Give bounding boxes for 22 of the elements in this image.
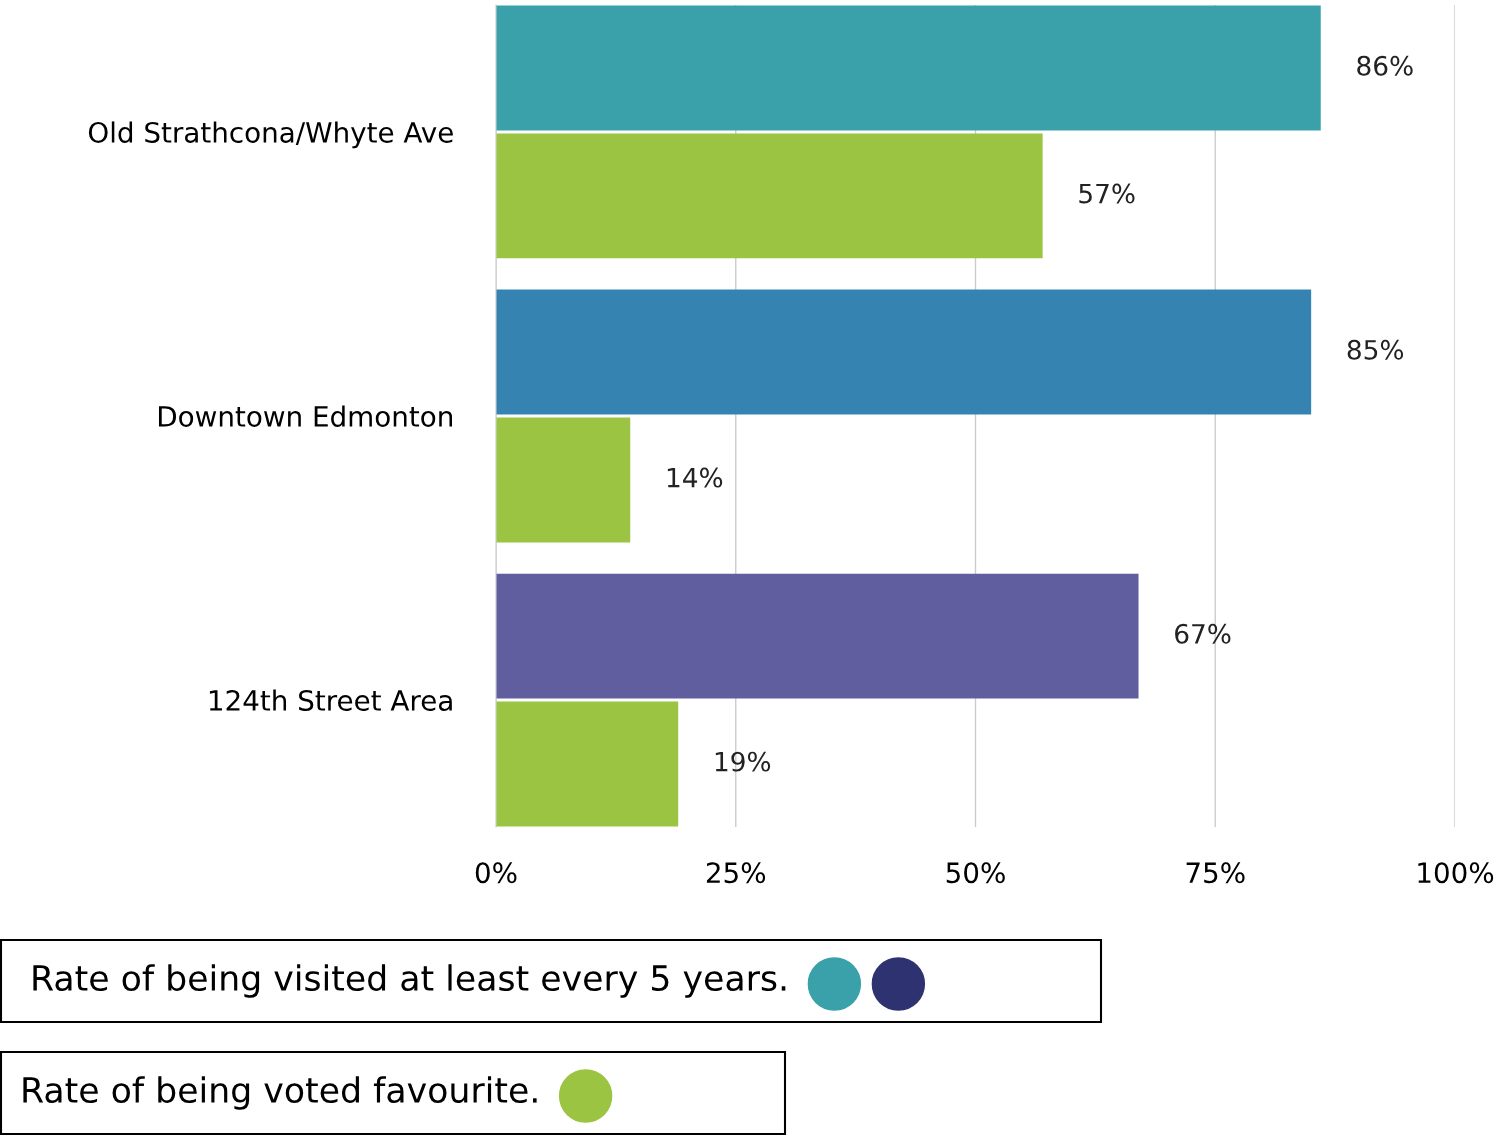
bar [496,701,679,827]
x-tick-label: 75% [1186,862,1245,884]
bar [496,289,1312,415]
y-tick-label: Downtown Edmonton [158,405,452,427]
legend-label: Rate of being voted favourite. [23,1076,537,1110]
bar [496,573,1139,699]
y-tick-label: Old Strathcona/Whyte Ave [88,121,453,149]
y-tick-label: 124th Street Area [209,689,452,711]
bar [496,133,1043,259]
legend-label: Rate of being visited at least every 5 years. [33,964,786,998]
data-label: 57% [1079,183,1135,204]
data-label: 19% [715,751,771,772]
x-tick-label: 0% [475,862,517,884]
data-label: 85% [1347,339,1404,360]
x-tick-label: 100% [1418,862,1494,884]
data-label: 67% [1175,623,1231,644]
bar [496,5,1321,131]
data-label: 14% [667,467,723,488]
x-tick-label: 50% [946,862,1005,884]
data-label: 86% [1357,55,1413,76]
x-tick-label: 25% [706,862,766,884]
bar [496,417,631,543]
